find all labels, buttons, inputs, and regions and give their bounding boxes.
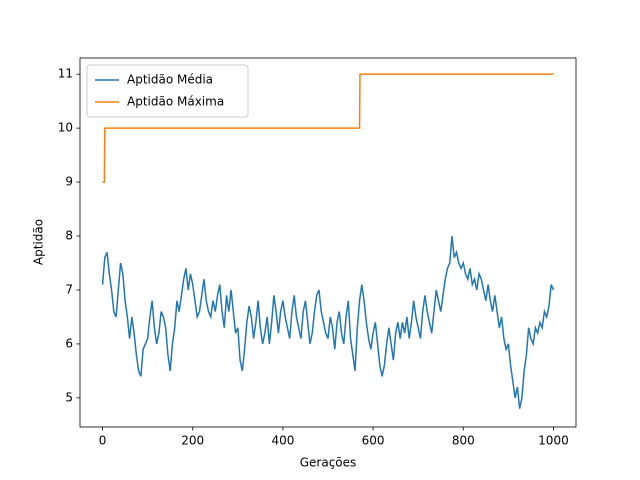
- legend-frame: [86, 64, 249, 118]
- series-line: [102, 73, 554, 183]
- legend-label: Aptidão Máxima: [127, 95, 224, 109]
- x-tick-label: 0: [99, 434, 107, 448]
- y-tick-label: 11: [58, 67, 73, 81]
- y-tick-label: 8: [65, 229, 73, 243]
- x-tick-label: 800: [452, 434, 475, 448]
- legend: Aptidão Média Aptidão Máxima: [86, 64, 249, 118]
- y-tick-label: 9: [65, 175, 73, 189]
- y-tick-label: 10: [58, 121, 73, 135]
- y-tick-label: 5: [65, 390, 73, 404]
- x-tick-label: 600: [362, 434, 385, 448]
- x-axis-label: Gerações: [300, 456, 357, 470]
- series-line: [101, 235, 555, 409]
- x-tick-label: 1000: [538, 434, 569, 448]
- x-tick-label: 200: [181, 434, 204, 448]
- y-tick-label: 6: [65, 336, 73, 350]
- plot-frame: [79, 57, 577, 428]
- y-axis-label: Aptidão: [32, 219, 46, 265]
- x-tick-label: 400: [271, 434, 294, 448]
- y-tick-label: 7: [65, 282, 73, 296]
- legend-label: Aptidão Média: [127, 73, 213, 87]
